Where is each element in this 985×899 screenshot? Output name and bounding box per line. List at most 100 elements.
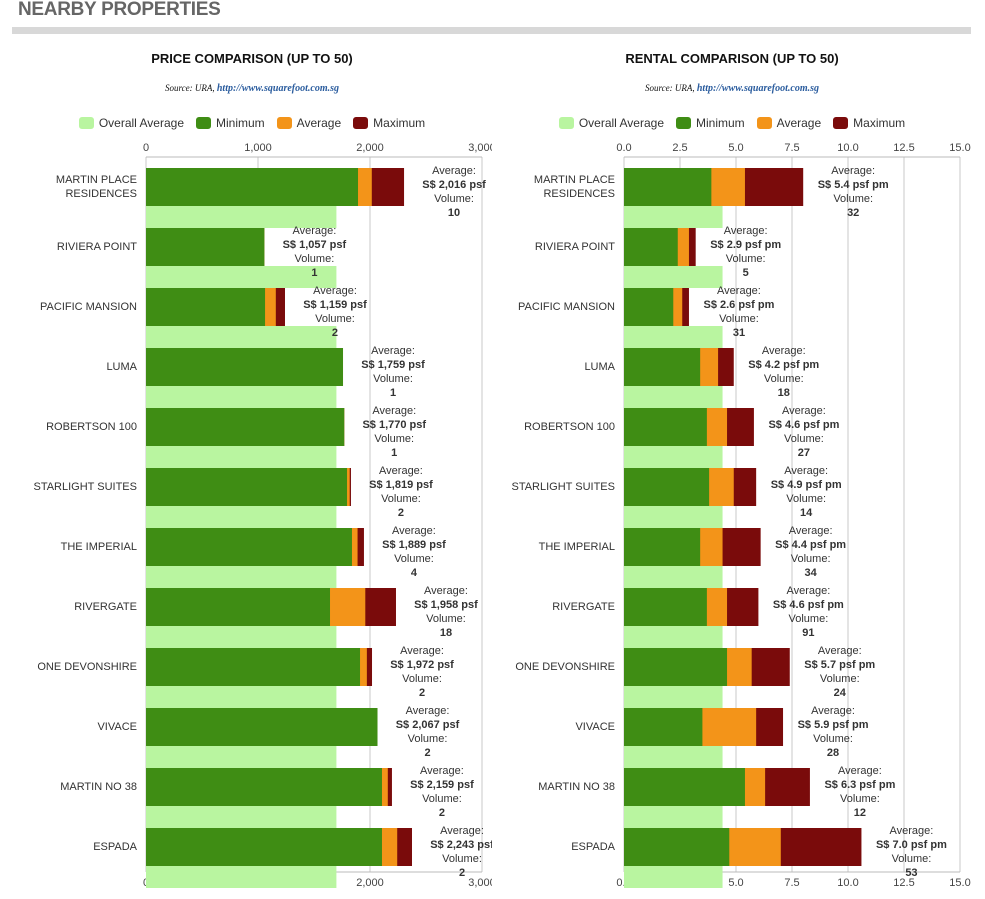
source-text: Source: URA, — [644, 83, 695, 93]
annotation-label: Average: — [831, 165, 876, 177]
annotation-label: Volume: — [788, 613, 829, 625]
annotation-label: Volume: — [790, 553, 831, 565]
overall-average-bar — [624, 626, 723, 648]
overall-average-bar — [146, 806, 337, 828]
annotation-label: Average: — [379, 465, 423, 477]
value-label: S$ 6.3 psf pm — [824, 779, 896, 791]
legend-swatch — [276, 117, 292, 129]
legend-label: Average — [776, 116, 822, 130]
x-tick-label: 5.0 — [728, 142, 743, 154]
overall-average-bar — [146, 326, 337, 348]
overall-average-bar — [146, 566, 337, 588]
value-label: S$ 4.2 psf pm — [748, 359, 820, 371]
data-annotation: Average: S$ 5.7 psf pm Volume: 24 — [780, 644, 900, 700]
category-label: RIVERGATE — [552, 601, 615, 613]
bar-1 — [146, 468, 348, 506]
value-label: S$ 1,057 psf — [282, 239, 347, 251]
bar-1 — [624, 348, 701, 386]
volume-label: 2 — [438, 807, 445, 819]
volume-label: 2 — [397, 507, 405, 519]
data-annotation: Average: S$ 7.0 psf pm Volume: 53 — [851, 824, 971, 880]
overall-average-bar — [624, 506, 723, 528]
annotation-label: Volume: — [763, 373, 804, 385]
annotation-label: Volume: — [786, 493, 827, 505]
legend-item: Maximum — [353, 116, 425, 130]
x-tick-label: 2,000 — [356, 877, 384, 889]
legend-item: Average — [756, 116, 822, 130]
overall-average-bar — [624, 866, 723, 888]
value-label: S$ 2,159 psf — [410, 779, 474, 791]
data-annotation: Average: S$ 2,016 psf Volume: 10 — [394, 164, 492, 220]
category-label: VIVACE — [575, 721, 615, 733]
legend-label: Overall Average — [98, 116, 184, 130]
category-label: THE IMPERIAL — [538, 541, 615, 553]
value-label: S$ 5.7 psf pm — [804, 659, 876, 671]
legend-label: Minimum — [696, 116, 745, 130]
category-label: STARLIGHT SUITES — [511, 481, 615, 493]
category-label: STARLIGHT SUITES — [33, 481, 137, 493]
bar-1 — [146, 348, 344, 386]
value-label: S$ 1,972 psf — [390, 659, 454, 671]
legend-swatch — [756, 117, 772, 129]
x-tick-label: 0 — [143, 142, 149, 154]
volume-label: 2 — [424, 747, 431, 759]
value-label: S$ 7.0 psf pm — [875, 839, 947, 851]
volume-label: 53 — [905, 867, 918, 879]
value-label: S$ 1,958 psf — [414, 599, 478, 611]
category-label: PACIFIC MANSION — [518, 301, 615, 313]
x-tick-label: 12.5 — [893, 142, 914, 154]
value-label: S$ 2,016 psf — [422, 179, 486, 191]
bar-1 — [146, 288, 266, 326]
data-annotation: Average: S$ 5.4 psf pm Volume: 32 — [793, 164, 913, 220]
plot: 0.00.02.52.55.05.07.57.510.010.012.512.5… — [616, 142, 970, 889]
volume-label: 2 — [331, 327, 339, 339]
legend-swatch — [353, 117, 369, 129]
legend-item: Minimum — [196, 116, 265, 130]
annotation-label: Volume: — [442, 853, 482, 865]
legend-label: Minimum — [216, 116, 265, 130]
volume-label: 91 — [802, 627, 815, 639]
category-label: ESPADA — [571, 841, 615, 853]
volume-label: 28 — [826, 747, 840, 759]
annotation-label: Volume: — [315, 313, 355, 325]
annotation-label: Average: — [788, 525, 833, 537]
bar-1 — [624, 288, 674, 326]
x-tick-label: 0.0 — [616, 142, 631, 154]
source-link: http://www.squarefoot.com.sg — [696, 83, 820, 94]
annotation-label: Volume: — [833, 193, 874, 205]
data-annotation: Average: S$ 1,972 psf Volume: 2 — [362, 644, 482, 700]
data-annotation: Average: S$ 5.9 psf pm Volume: 28 — [773, 704, 893, 760]
legend: Overall Average Minimum Average Maximum — [491, 116, 973, 130]
bar-1 — [624, 708, 703, 746]
overall-average-bar — [624, 806, 723, 828]
annotation-label: Average: — [420, 765, 464, 777]
category-label: RIVIERA POINT — [534, 241, 615, 253]
volume-label: 5 — [742, 267, 749, 279]
bar-1 — [624, 228, 678, 266]
chart-panel: PRICE COMPARISON (UP TO 50) Source: URA, … — [12, 0, 492, 899]
overall-average-bar — [624, 566, 723, 588]
legend-label: Maximum — [853, 116, 906, 130]
value-label: S$ 1,159 psf — [303, 299, 367, 311]
legend-swatch — [558, 117, 574, 129]
bar-1 — [146, 828, 382, 866]
volume-label: 2 — [458, 867, 466, 879]
bar-1 — [624, 648, 728, 686]
volume-label: 2 — [418, 687, 426, 699]
x-tick-label: 12.5 — [893, 877, 914, 889]
annotation-label: Volume: — [784, 433, 824, 445]
volume-label: 24 — [833, 687, 846, 699]
overall-average-bar — [146, 266, 337, 288]
value-label: S$ 5.4 psf pm — [817, 179, 889, 191]
value-label: S$ 4.9 psf pm — [770, 479, 842, 491]
category-label: RIVERGATE — [74, 601, 137, 613]
annotation-label: Average: — [717, 285, 761, 297]
data-annotation: Average: S$ 6.3 psf pm Volume: 12 — [800, 764, 920, 820]
annotation-label: Average: — [889, 825, 934, 837]
bar-1 — [146, 648, 361, 686]
category-label: VIVACE — [97, 721, 137, 733]
value-label: S$ 1,819 psf — [369, 479, 433, 491]
value-label: S$ 4.6 psf pm — [772, 599, 844, 611]
data-annotation: Average: S$ 4.6 psf pm Volume: 27 — [744, 404, 864, 460]
